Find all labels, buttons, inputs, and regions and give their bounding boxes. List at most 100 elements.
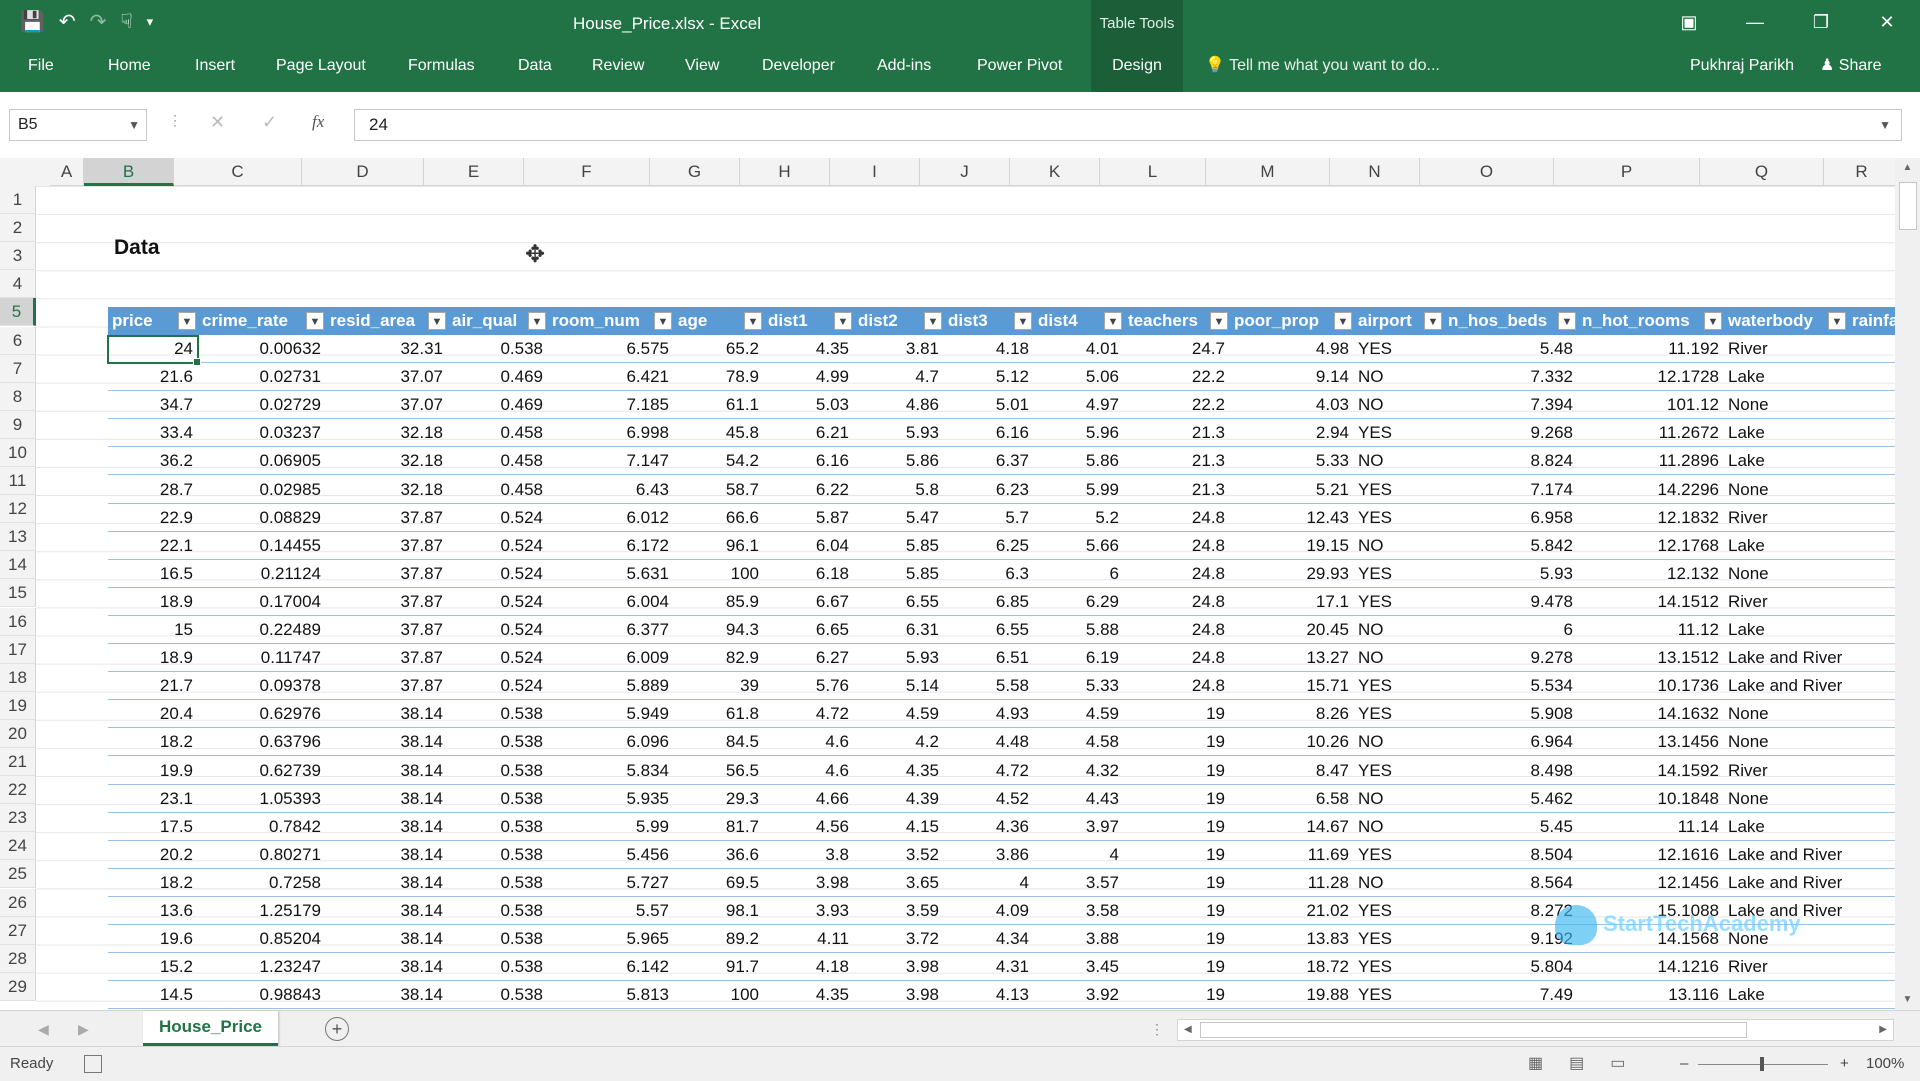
table-cell[interactable]: 4 xyxy=(1109,844,1119,864)
table-cell[interactable]: 3.8 xyxy=(825,844,849,864)
save-icon[interactable]: 💾 xyxy=(20,11,45,33)
table-cell[interactable]: 4.6 xyxy=(825,732,849,752)
table-cell[interactable]: 23.1 xyxy=(159,788,193,808)
table-cell[interactable]: 0.538 xyxy=(500,957,543,977)
table-cell[interactable]: 0.06905 xyxy=(259,451,321,471)
table-cell[interactable]: 13.116 xyxy=(1668,985,1719,1005)
table-cell[interactable]: 14.1216 xyxy=(1657,957,1719,977)
table-cell[interactable]: River xyxy=(1728,591,1768,611)
row-header[interactable]: 22 xyxy=(0,776,36,805)
table-cell[interactable]: 4.36 xyxy=(995,816,1029,836)
table-cell[interactable]: 6.31 xyxy=(905,620,939,639)
column-header-d[interactable]: D xyxy=(302,158,424,186)
table-cell[interactable]: 0.524 xyxy=(500,620,543,639)
row-header[interactable]: 16 xyxy=(0,607,36,636)
table-cell[interactable]: 6.377 xyxy=(626,620,669,639)
table-cell[interactable]: 19.88 xyxy=(1306,985,1349,1005)
active-cell[interactable] xyxy=(107,335,201,366)
filter-dropdown-icon[interactable]: ▼ xyxy=(1334,312,1352,330)
scroll-down-icon[interactable]: ▼ xyxy=(1902,994,1913,1005)
table-cell[interactable]: 12.43 xyxy=(1306,507,1349,527)
table-cell[interactable]: 6.85 xyxy=(995,591,1029,611)
column-header-b[interactable]: B xyxy=(84,158,174,186)
table-cell[interactable]: YES xyxy=(1358,704,1393,724)
table-cell[interactable]: 0.469 xyxy=(500,395,543,415)
table-cell[interactable]: 0.538 xyxy=(500,339,543,358)
table-cell[interactable]: 0.80271 xyxy=(259,844,321,864)
cells-area[interactable]: Data price ▼ crime_rate ▼ resid_area ▼ air_qua… xyxy=(36,186,1920,1038)
table-cell[interactable]: YES xyxy=(1358,479,1393,499)
table-cell[interactable]: 4.97 xyxy=(1085,395,1119,415)
table-cell[interactable]: 37.87 xyxy=(400,535,443,555)
table-cell[interactable]: 6.51 xyxy=(995,648,1029,668)
table-cell[interactable]: 6.22 xyxy=(815,479,849,499)
table-cell[interactable]: 24.8 xyxy=(1191,676,1225,696)
table-cell[interactable]: 12.1728 xyxy=(1657,367,1719,387)
table-cell[interactable]: 81.7 xyxy=(725,816,759,836)
table-cell[interactable]: 18.2 xyxy=(159,872,193,892)
table-cell[interactable]: 66.6 xyxy=(725,507,759,527)
filter-dropdown-icon[interactable]: ▼ xyxy=(178,312,196,330)
table-cell[interactable]: 96.1 xyxy=(725,535,759,555)
table-cell[interactable]: 5.534 xyxy=(1530,676,1573,696)
table-cell[interactable]: 6.096 xyxy=(626,732,669,752)
table-cell[interactable]: 4.43 xyxy=(1085,788,1119,808)
vertical-scroll-thumb[interactable] xyxy=(1899,182,1917,230)
row-header[interactable]: 5 xyxy=(0,298,36,327)
sheet-tab-house-price[interactable]: House_Price xyxy=(143,1011,278,1046)
table-cell[interactable]: 29.93 xyxy=(1306,563,1349,583)
table-cell[interactable]: 5.2 xyxy=(1095,507,1119,527)
tab-data[interactable]: Data xyxy=(518,57,552,74)
row-header[interactable]: 15 xyxy=(0,579,36,608)
filter-dropdown-icon[interactable]: ▼ xyxy=(428,312,446,330)
table-cell[interactable]: 6.19 xyxy=(1085,648,1119,668)
table-cell[interactable]: 0.538 xyxy=(500,704,543,724)
table-cell[interactable]: 6.004 xyxy=(626,591,669,611)
table-cell[interactable]: 6.67 xyxy=(815,591,849,611)
table-cell[interactable]: 0.03237 xyxy=(259,423,321,443)
table-cell[interactable]: 5.889 xyxy=(626,676,669,696)
table-cell[interactable]: 6.55 xyxy=(905,591,939,611)
table-cell[interactable]: 0.7258 xyxy=(269,872,321,892)
table-cell[interactable]: 4.01 xyxy=(1085,339,1119,358)
table-cell[interactable]: 22.1 xyxy=(159,535,193,555)
table-cell[interactable]: 4.11 xyxy=(817,929,849,949)
table-cell[interactable]: 22.9 xyxy=(159,507,193,527)
table-cell[interactable]: 13.1512 xyxy=(1657,648,1719,668)
row-header[interactable]: 3 xyxy=(0,242,36,271)
table-cell[interactable]: 6.55 xyxy=(995,620,1029,639)
table-cell[interactable]: 37.87 xyxy=(400,620,443,639)
table-cell[interactable]: 21.3 xyxy=(1191,451,1225,471)
table-cell[interactable]: 0.524 xyxy=(500,591,543,611)
table-cell[interactable]: 38.14 xyxy=(400,872,443,892)
table-header-cell[interactable]: n_hot_rooms ▼ xyxy=(1578,307,1724,335)
table-cell[interactable]: 6.575 xyxy=(626,339,669,358)
table-cell[interactable]: 0.21124 xyxy=(260,563,321,583)
column-header-h[interactable]: H xyxy=(740,158,830,186)
table-cell[interactable]: 82.9 xyxy=(725,648,759,668)
table-cell[interactable]: 6.009 xyxy=(626,648,669,668)
table-cell[interactable]: 6.29 xyxy=(1085,591,1119,611)
table-cell[interactable]: 16.5 xyxy=(159,563,193,583)
table-cell[interactable]: 24.8 xyxy=(1191,591,1225,611)
table-cell[interactable]: 6.421 xyxy=(626,367,669,387)
table-cell[interactable]: 15.2 xyxy=(159,957,193,977)
table-cell[interactable]: 3.98 xyxy=(905,957,939,977)
column-header-i[interactable]: I xyxy=(830,158,920,186)
table-cell[interactable]: 0.538 xyxy=(500,732,543,752)
table-header-cell[interactable]: waterbody ▼ xyxy=(1724,307,1848,335)
table-cell[interactable]: 37.87 xyxy=(400,563,443,583)
table-cell[interactable]: 4.56 xyxy=(815,816,849,836)
table-cell[interactable]: 6.65 xyxy=(815,620,849,639)
table-cell[interactable]: 4.86 xyxy=(905,395,939,415)
table-cell[interactable]: 21.6 xyxy=(159,367,193,387)
table-cell[interactable]: Lake xyxy=(1728,451,1765,471)
row-header[interactable]: 14 xyxy=(0,551,36,580)
table-header-cell[interactable]: dist4 ▼ xyxy=(1034,307,1124,335)
table-cell[interactable]: Lake and River xyxy=(1728,676,1843,696)
table-cell[interactable]: 7.332 xyxy=(1530,367,1573,387)
table-cell[interactable]: 7.174 xyxy=(1530,479,1573,499)
tab-home[interactable]: Home xyxy=(108,57,151,74)
row-header[interactable]: 8 xyxy=(0,382,36,411)
filter-dropdown-icon[interactable]: ▼ xyxy=(1558,312,1576,330)
